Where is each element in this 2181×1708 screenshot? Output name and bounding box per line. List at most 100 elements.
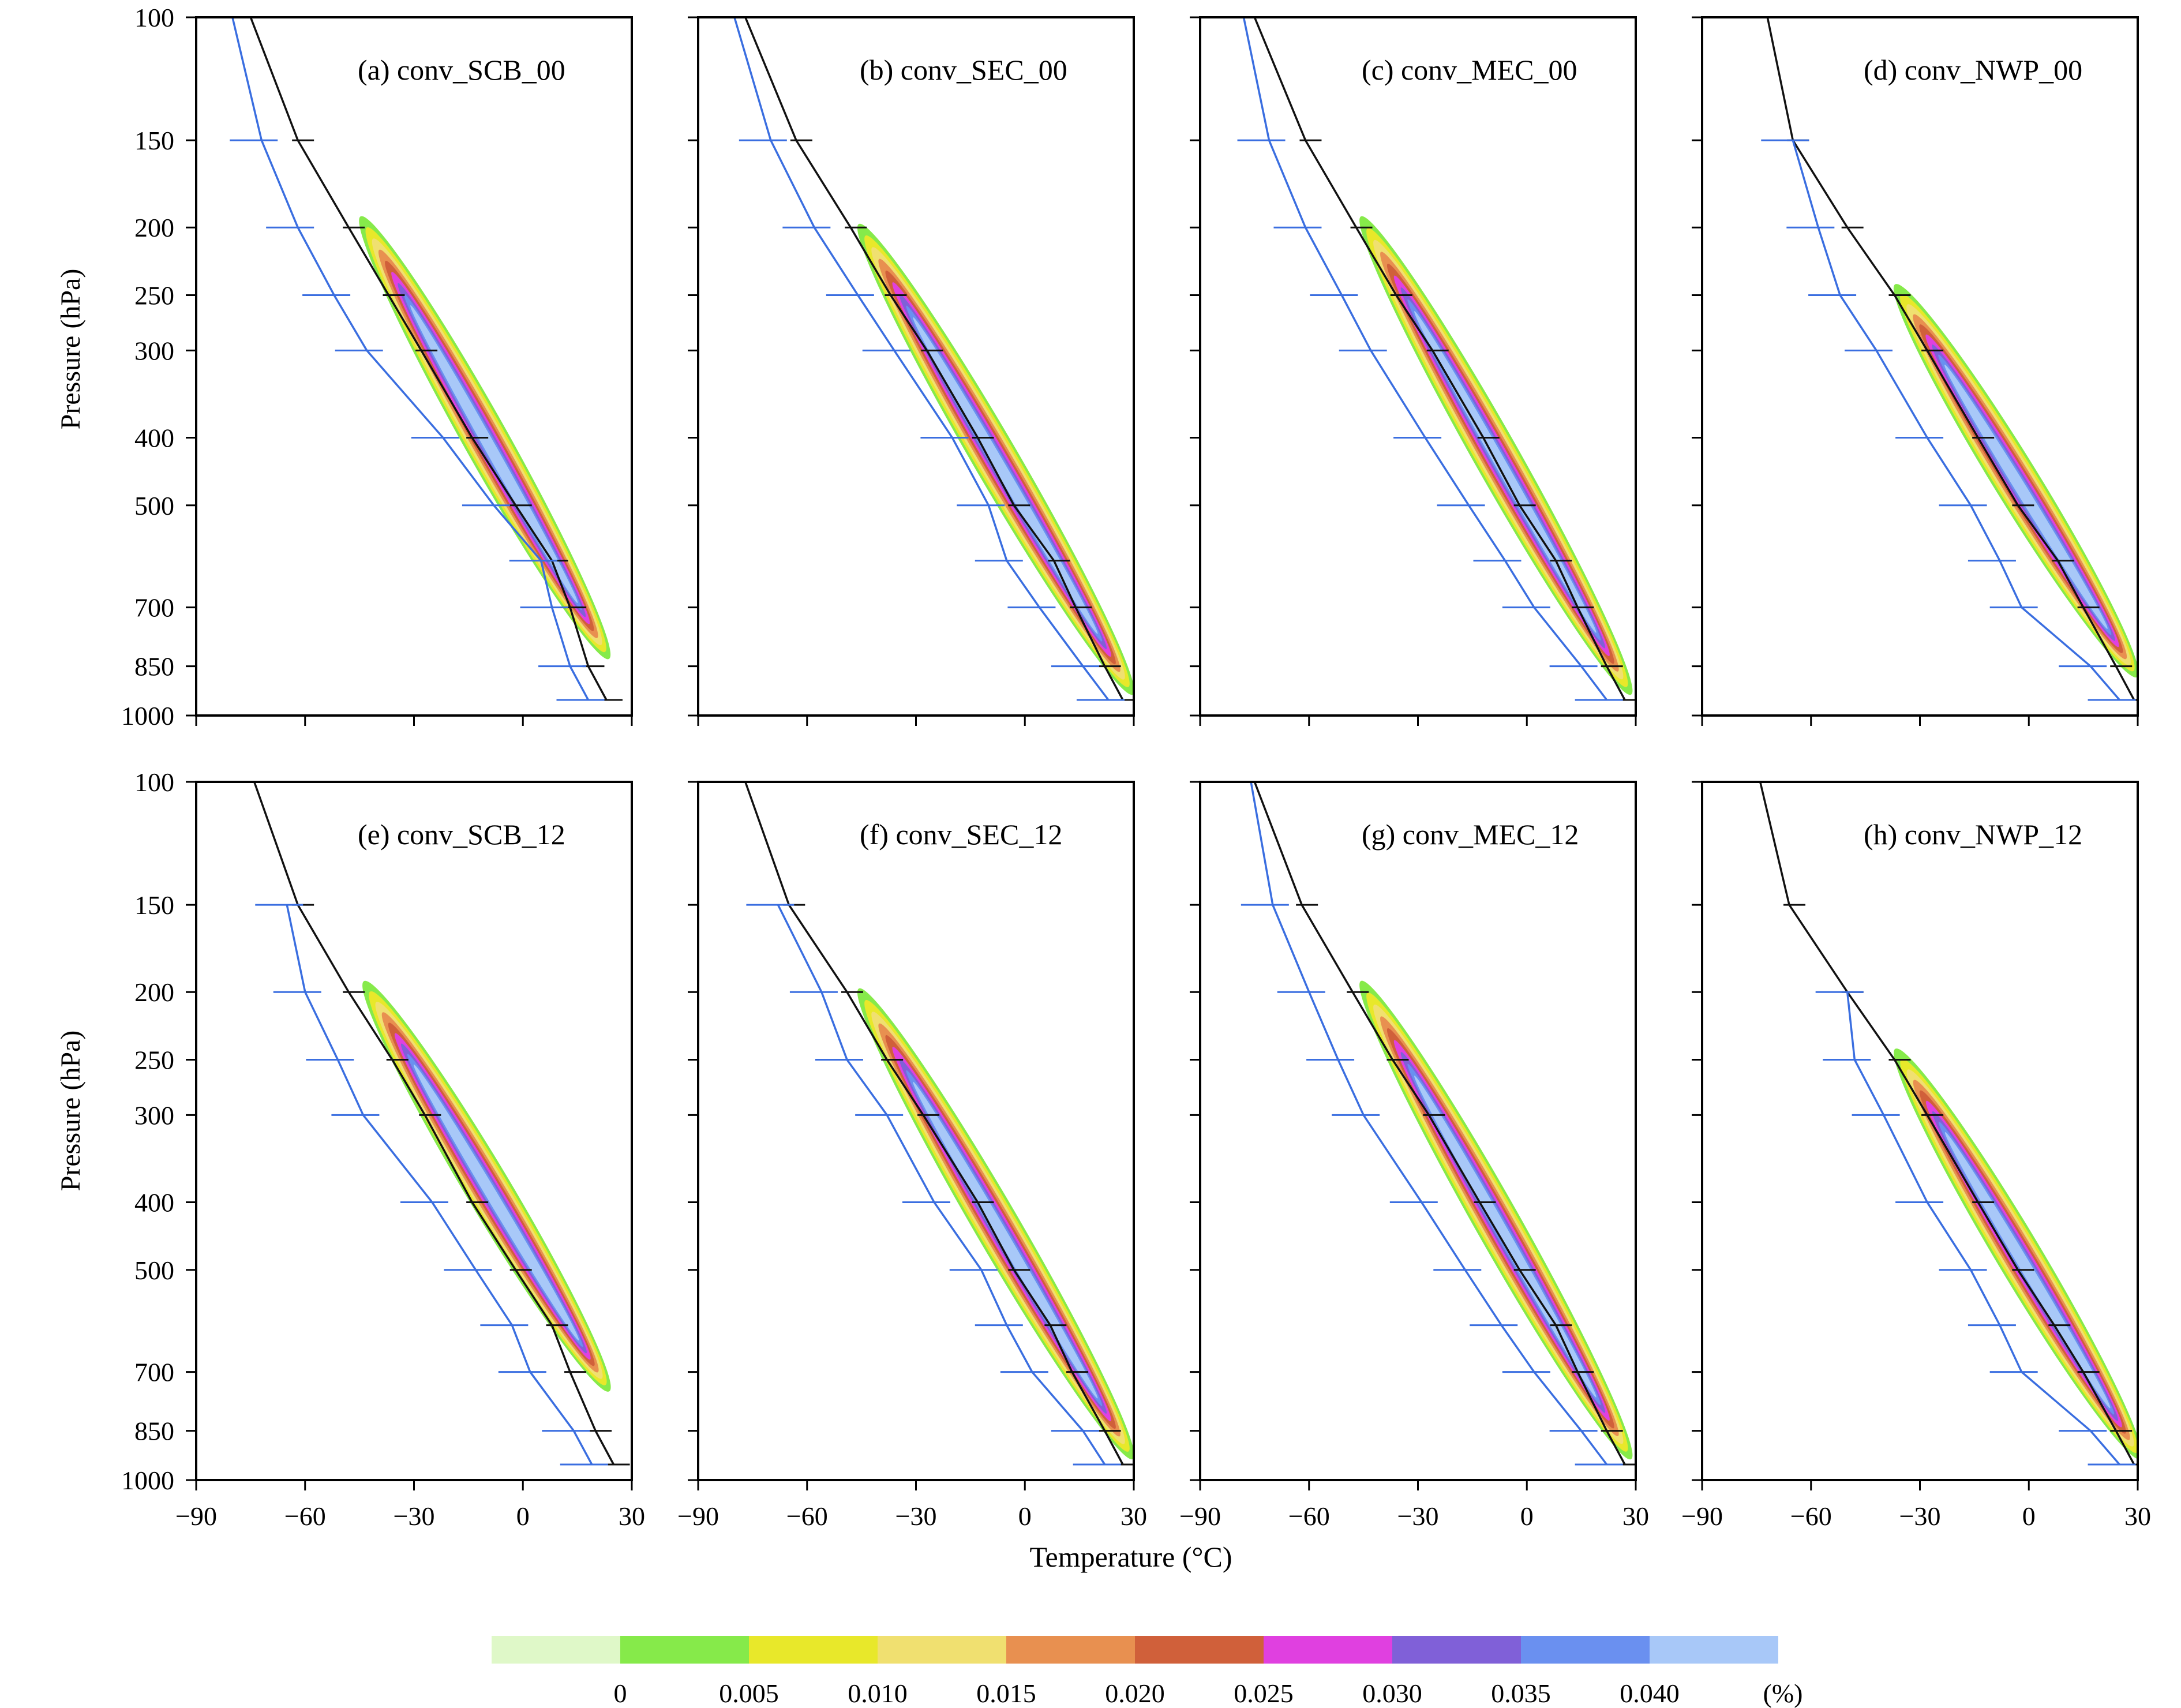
colorbar-swatch [1392, 1636, 1521, 1664]
panel-title: (a) conv_SCB_00 [358, 54, 565, 86]
y-tick-label: 150 [134, 890, 174, 920]
x-tick-label: 30 [2124, 1501, 2151, 1531]
panel-frame [1701, 16, 2139, 717]
y-tick-label: 250 [134, 281, 174, 310]
density-level-9 [410, 305, 578, 604]
y-tick-label: 500 [134, 1256, 174, 1285]
colorbar-swatch [749, 1636, 878, 1664]
panel-title: (b) conv_SEC_00 [860, 54, 1067, 86]
colorbar-swatch [1006, 1636, 1135, 1664]
x-tick-label: 30 [619, 1501, 645, 1531]
x-tick-label: 30 [1622, 1501, 1649, 1531]
x-tick-label: 0 [1018, 1501, 1032, 1531]
panel-title: (f) conv_SEC_12 [860, 818, 1062, 851]
y-tick-label: 700 [134, 1358, 174, 1387]
panel-title: (h) conv_NWP_12 [1864, 818, 2082, 851]
density-level-9 [913, 317, 1098, 634]
y-tick-label: 300 [134, 336, 174, 365]
panel-title: (g) conv_MEC_12 [1362, 818, 1579, 851]
panel-title: (d) conv_NWP_00 [1864, 54, 2082, 86]
x-tick-label: −30 [1397, 1501, 1439, 1531]
x-tick-label: −30 [895, 1501, 937, 1531]
y-tick-label: 400 [134, 423, 174, 452]
density-level-9 [1944, 364, 2108, 629]
y-tick-label: 500 [134, 491, 174, 520]
colorbar-label: 0.010 [848, 1679, 908, 1708]
y-tick-label: 400 [134, 1188, 174, 1217]
x-tick-label: 0 [1520, 1501, 1534, 1531]
x-tick-label: 30 [1121, 1501, 1147, 1531]
density-contours [857, 223, 1134, 695]
x-tick-label: 0 [516, 1501, 530, 1531]
density-level-9 [1414, 1076, 1597, 1398]
colorbar-label: 0.015 [976, 1679, 1036, 1708]
colorbar-label: 0 [614, 1679, 627, 1708]
blue-profile-line [286, 904, 593, 1465]
density-contours [1359, 980, 1633, 1460]
colorbar-swatch [878, 1636, 1006, 1664]
colorbar-label: 0.005 [719, 1679, 779, 1708]
blue-profile-line [1792, 140, 2120, 701]
colorbar-label: 0.020 [1105, 1679, 1165, 1708]
panel-frame [195, 781, 633, 1481]
x-tick-label: −30 [394, 1501, 435, 1531]
y-tick-label: 200 [134, 213, 174, 242]
panel-6: −90 −60 −30 0 30 (g) conv_MEC_12 [1179, 781, 1649, 1531]
density-level-9 [913, 1081, 1098, 1399]
x-tick-label: −60 [786, 1501, 828, 1531]
panel-1: (b) conv_SEC_00 [688, 16, 1135, 726]
panel-2: (c) conv_MEC_00 [1190, 16, 1637, 726]
density-contours [359, 216, 611, 660]
y-tick-label: 1000 [121, 701, 174, 731]
colorbar-swatch [1650, 1636, 1778, 1664]
blue-profile-line [777, 904, 1106, 1465]
y-tick-label: 150 [134, 126, 174, 155]
colorbar: 0 0.005 0.010 0.015 0.020 0.025 0.030 0.035 0.04… [492, 1636, 1778, 1708]
density-contours [362, 980, 611, 1392]
y-tick-label: 250 [134, 1046, 174, 1075]
colorbar-label: 0.025 [1234, 1679, 1294, 1708]
y-axis-title-bottom: Pressure (hPa) [55, 1031, 86, 1192]
panel-title: (e) conv_SCB_12 [358, 818, 565, 851]
panel-title: (c) conv_MEC_00 [1362, 54, 1577, 86]
x-tick-label: −60 [1790, 1501, 1832, 1531]
x-tick-label: −90 [175, 1501, 217, 1531]
blue-profile-line [231, 17, 590, 701]
colorbar-label: 0.030 [1362, 1679, 1422, 1708]
colorbar-swatch [1264, 1636, 1392, 1664]
density-contours [1893, 284, 2138, 677]
colorbar-unit: (%) [1763, 1679, 1803, 1708]
x-tick-label: 0 [2022, 1501, 2036, 1531]
x-tick-label: −90 [677, 1501, 719, 1531]
colorbar-swatch [492, 1636, 620, 1664]
x-tick-label: −60 [284, 1501, 326, 1531]
colorbar-swatch [1135, 1636, 1264, 1664]
y-axis-title-top: Pressure (hPa) [55, 269, 86, 430]
panel-5: −90 −60 −30 0 30 (f) conv_SEC_12 [677, 781, 1147, 1531]
y-tick-label: 850 [134, 652, 174, 681]
density-level-9 [1414, 311, 1597, 633]
colorbar-label: 0.035 [1491, 1679, 1551, 1708]
y-tick-label: 200 [134, 977, 174, 1007]
panel-0: 100 150 200 250 300 400 500 700 850 1000 (a) conv_… [121, 3, 633, 731]
y-tick-label: 850 [134, 1417, 174, 1446]
panel-7: −90 −60 −30 0 30 (h) conv_NWP_12 [1681, 781, 2151, 1531]
y-tick-label: 700 [134, 593, 174, 623]
y-tick-label: 300 [134, 1100, 174, 1130]
x-tick-label: −60 [1288, 1501, 1330, 1531]
colorbar-swatch [620, 1636, 749, 1664]
y-tick-label: 100 [134, 3, 174, 32]
y-tick-label: 100 [134, 767, 174, 797]
y-tick-label: 1000 [121, 1466, 174, 1495]
x-tick-label: −90 [1681, 1501, 1723, 1531]
x-tick-label: −30 [1899, 1501, 1941, 1531]
x-tick-label: −90 [1179, 1501, 1221, 1531]
colorbar-swatch [1521, 1636, 1650, 1664]
colorbar-label: 0.040 [1620, 1679, 1680, 1708]
density-contours [1894, 1048, 2138, 1460]
x-axis-title: Temperature (°C) [1029, 1541, 1232, 1573]
density-contours [857, 988, 1134, 1460]
panel-3: (d) conv_NWP_00 [1692, 16, 2139, 726]
